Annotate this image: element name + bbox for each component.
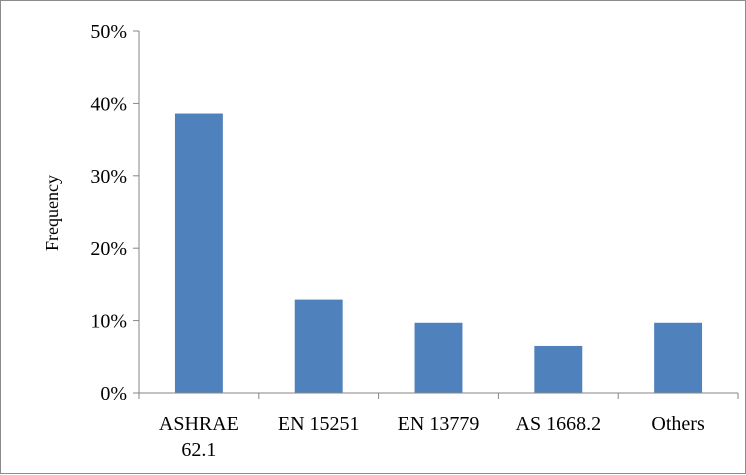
y-tick-label: 10% — [90, 311, 127, 333]
y-tick-label: 30% — [90, 166, 127, 188]
x-tick-label-line: Others — [651, 413, 705, 435]
x-tick-label-line: AS 1668.2 — [516, 413, 602, 435]
y-axis-title: Frequency — [42, 175, 62, 251]
x-tick-label-line: 62.1 — [181, 439, 216, 461]
bar — [654, 322, 703, 393]
x-tick-label: EN 13779 — [398, 413, 480, 435]
x-tick-label-line: EN 13779 — [398, 413, 480, 435]
x-axis: ASHRAE 62.1 EN 15251 EN 13779 AS 1668.2 Other… — [138, 392, 739, 461]
bar — [174, 113, 223, 393]
x-tick-label: ASHRAE 62.1 — [159, 413, 239, 461]
bar — [414, 322, 463, 393]
y-tick-label: 40% — [90, 93, 127, 115]
x-tick-label: EN 15251 — [278, 413, 360, 435]
y-tick-label: 20% — [90, 238, 127, 260]
bar — [294, 299, 343, 393]
bar — [534, 345, 583, 393]
y-tick-label: 0% — [100, 383, 127, 405]
x-tick-label-line: ASHRAE — [159, 413, 239, 435]
x-tick-label-line: EN 15251 — [278, 413, 360, 435]
bars-group — [174, 113, 703, 393]
x-tick-label: AS 1668.2 — [516, 413, 602, 435]
y-tick-label: 50% — [90, 21, 127, 43]
y-axis: 0% 10% 20% 30% 40% 50% — [90, 21, 140, 405]
x-tick-label: Others — [651, 413, 705, 435]
